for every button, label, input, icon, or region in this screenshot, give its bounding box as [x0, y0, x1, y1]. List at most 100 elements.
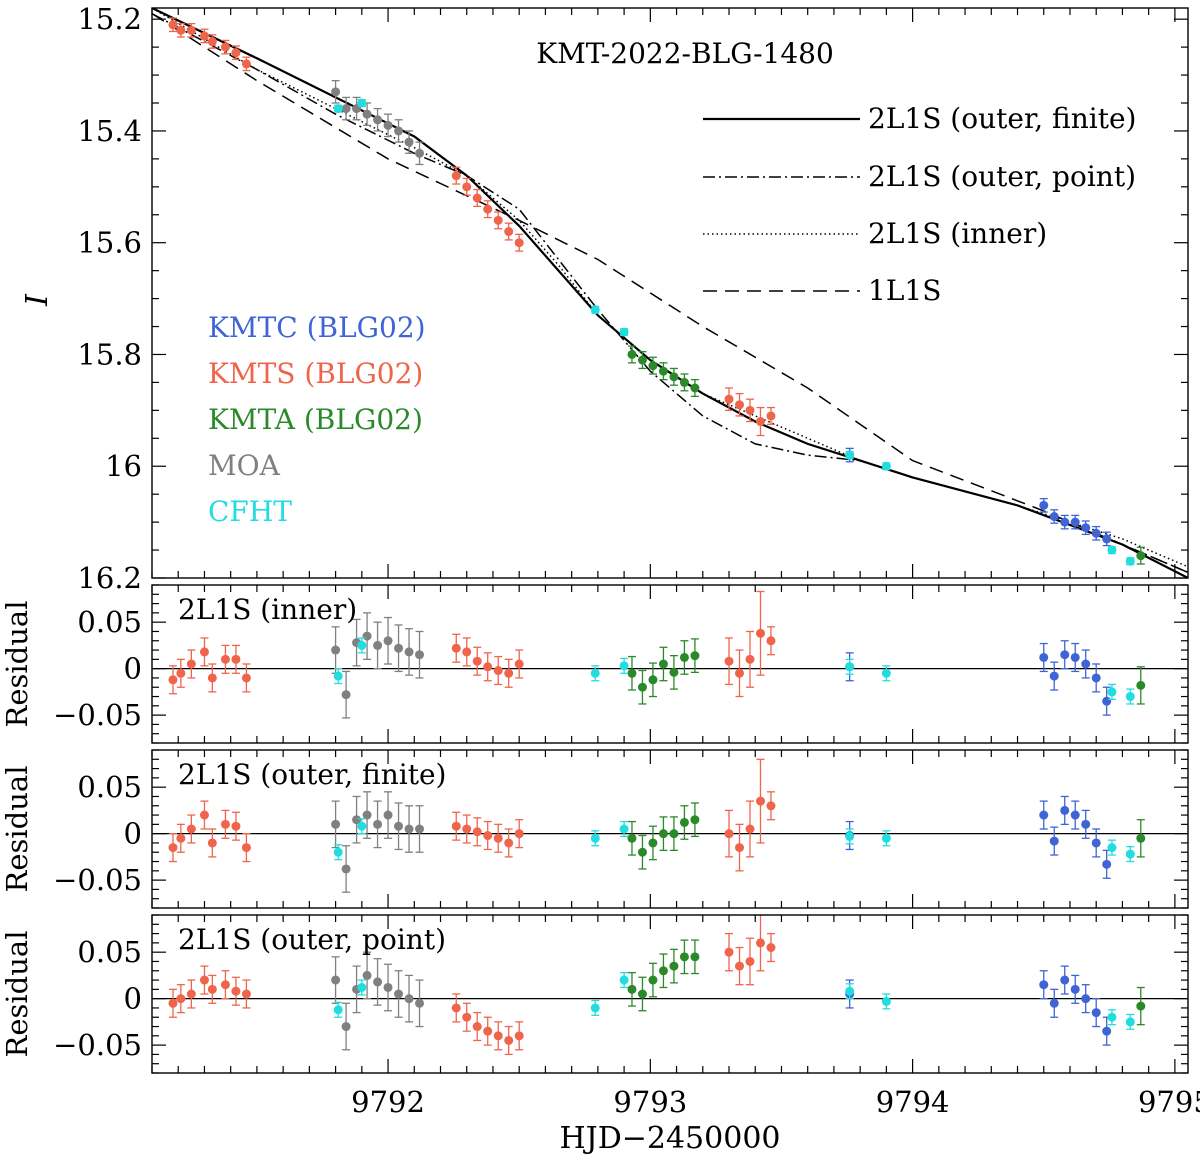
data-point [415, 824, 425, 834]
data-point [373, 819, 383, 829]
data-point [755, 417, 765, 427]
data-point [1081, 523, 1091, 533]
panel-title: 2L1S (outer, finite) [178, 758, 446, 791]
data-point [679, 652, 689, 662]
data-point [176, 994, 186, 1004]
data-point [679, 817, 689, 827]
data-point [690, 952, 700, 962]
data-point [220, 42, 230, 52]
figure-content [152, 8, 1188, 1056]
data-point [462, 824, 472, 834]
x-tick-label: 9792 [351, 1085, 425, 1119]
data-point [207, 838, 217, 848]
panel-0-plot-area [152, 8, 1188, 578]
data-point [514, 659, 524, 669]
data-point [1125, 849, 1135, 859]
data-point [1060, 805, 1070, 815]
data-point [658, 966, 668, 976]
data-point [669, 667, 679, 677]
data-point [186, 659, 196, 669]
panel-title: 2L1S (outer, point) [178, 923, 446, 956]
data-point [231, 48, 241, 58]
data-point [1049, 512, 1059, 522]
data-point [1049, 671, 1059, 681]
data-point [394, 821, 404, 831]
model-curve-3 [152, 12, 1188, 574]
data-point [637, 355, 647, 365]
data-point [404, 137, 414, 147]
panel-frame [151, 7, 1189, 579]
data-point [1039, 980, 1049, 990]
legend-label-3: 1L1S [868, 274, 941, 307]
panel-frame [151, 749, 1189, 909]
data-point [1070, 517, 1080, 527]
legend-label-2: 2L1S (inner) [868, 217, 1047, 250]
data-point [1102, 1026, 1112, 1036]
data-point [755, 938, 765, 948]
data-point [619, 824, 629, 834]
x-tick-label: 9793 [613, 1085, 687, 1119]
data-point [493, 666, 503, 676]
data-point [1136, 551, 1146, 561]
data-point [231, 821, 241, 831]
data-point [341, 1022, 351, 1032]
model-curve-2 [152, 8, 1188, 568]
data-point [648, 675, 658, 685]
data-point [483, 204, 493, 214]
data-point [415, 998, 425, 1008]
y-tick-label: 0 [124, 652, 142, 686]
data-point [362, 810, 372, 820]
data-point [745, 654, 755, 664]
data-point [619, 975, 629, 985]
y-tick-label: 0.05 [77, 770, 142, 804]
data-point [637, 847, 647, 857]
legend-label-0: 2L1S (outer, finite) [868, 102, 1136, 135]
data-point [176, 668, 186, 678]
data-point [845, 450, 855, 460]
data-point [1060, 975, 1070, 985]
data-point [207, 984, 217, 994]
data-point [669, 961, 679, 971]
data-point [590, 1003, 600, 1013]
data-point [451, 643, 461, 653]
data-point [207, 37, 217, 47]
data-point [1060, 517, 1070, 527]
data-point [333, 104, 343, 114]
data-point [1107, 1012, 1117, 1022]
data-point [231, 986, 241, 996]
data-point [845, 662, 855, 672]
data-point [357, 640, 367, 650]
y-tick-label: −0.05 [53, 698, 142, 732]
y-axis-label: Residual [0, 766, 34, 893]
data-point [1107, 687, 1117, 697]
data-point [669, 372, 679, 382]
data-point [658, 366, 668, 376]
data-point [881, 833, 891, 843]
y-tick-label: 15.8 [77, 337, 142, 371]
data-point [735, 668, 745, 678]
y-axis-label: I [20, 293, 55, 307]
data-point [220, 819, 230, 829]
data-point [504, 227, 514, 237]
panel-frame [151, 584, 1189, 744]
data-point [362, 631, 372, 641]
data-point [362, 970, 372, 980]
data-point [648, 361, 658, 371]
data-point [1125, 556, 1135, 566]
data-point [1039, 500, 1049, 510]
data-point [1102, 534, 1112, 544]
data-point [341, 690, 351, 700]
panel-title: 2L1S (inner) [178, 593, 357, 626]
data-point [472, 193, 482, 203]
data-point [627, 349, 637, 359]
data-legend-0: KMTC (BLG02) [208, 311, 426, 344]
data-point [168, 20, 178, 30]
y-axis-label: Residual [0, 931, 34, 1058]
data-point [186, 25, 196, 35]
data-point [724, 829, 734, 839]
data-point [679, 952, 689, 962]
data-point [637, 682, 647, 692]
data-point [394, 126, 404, 136]
data-point [845, 831, 855, 841]
